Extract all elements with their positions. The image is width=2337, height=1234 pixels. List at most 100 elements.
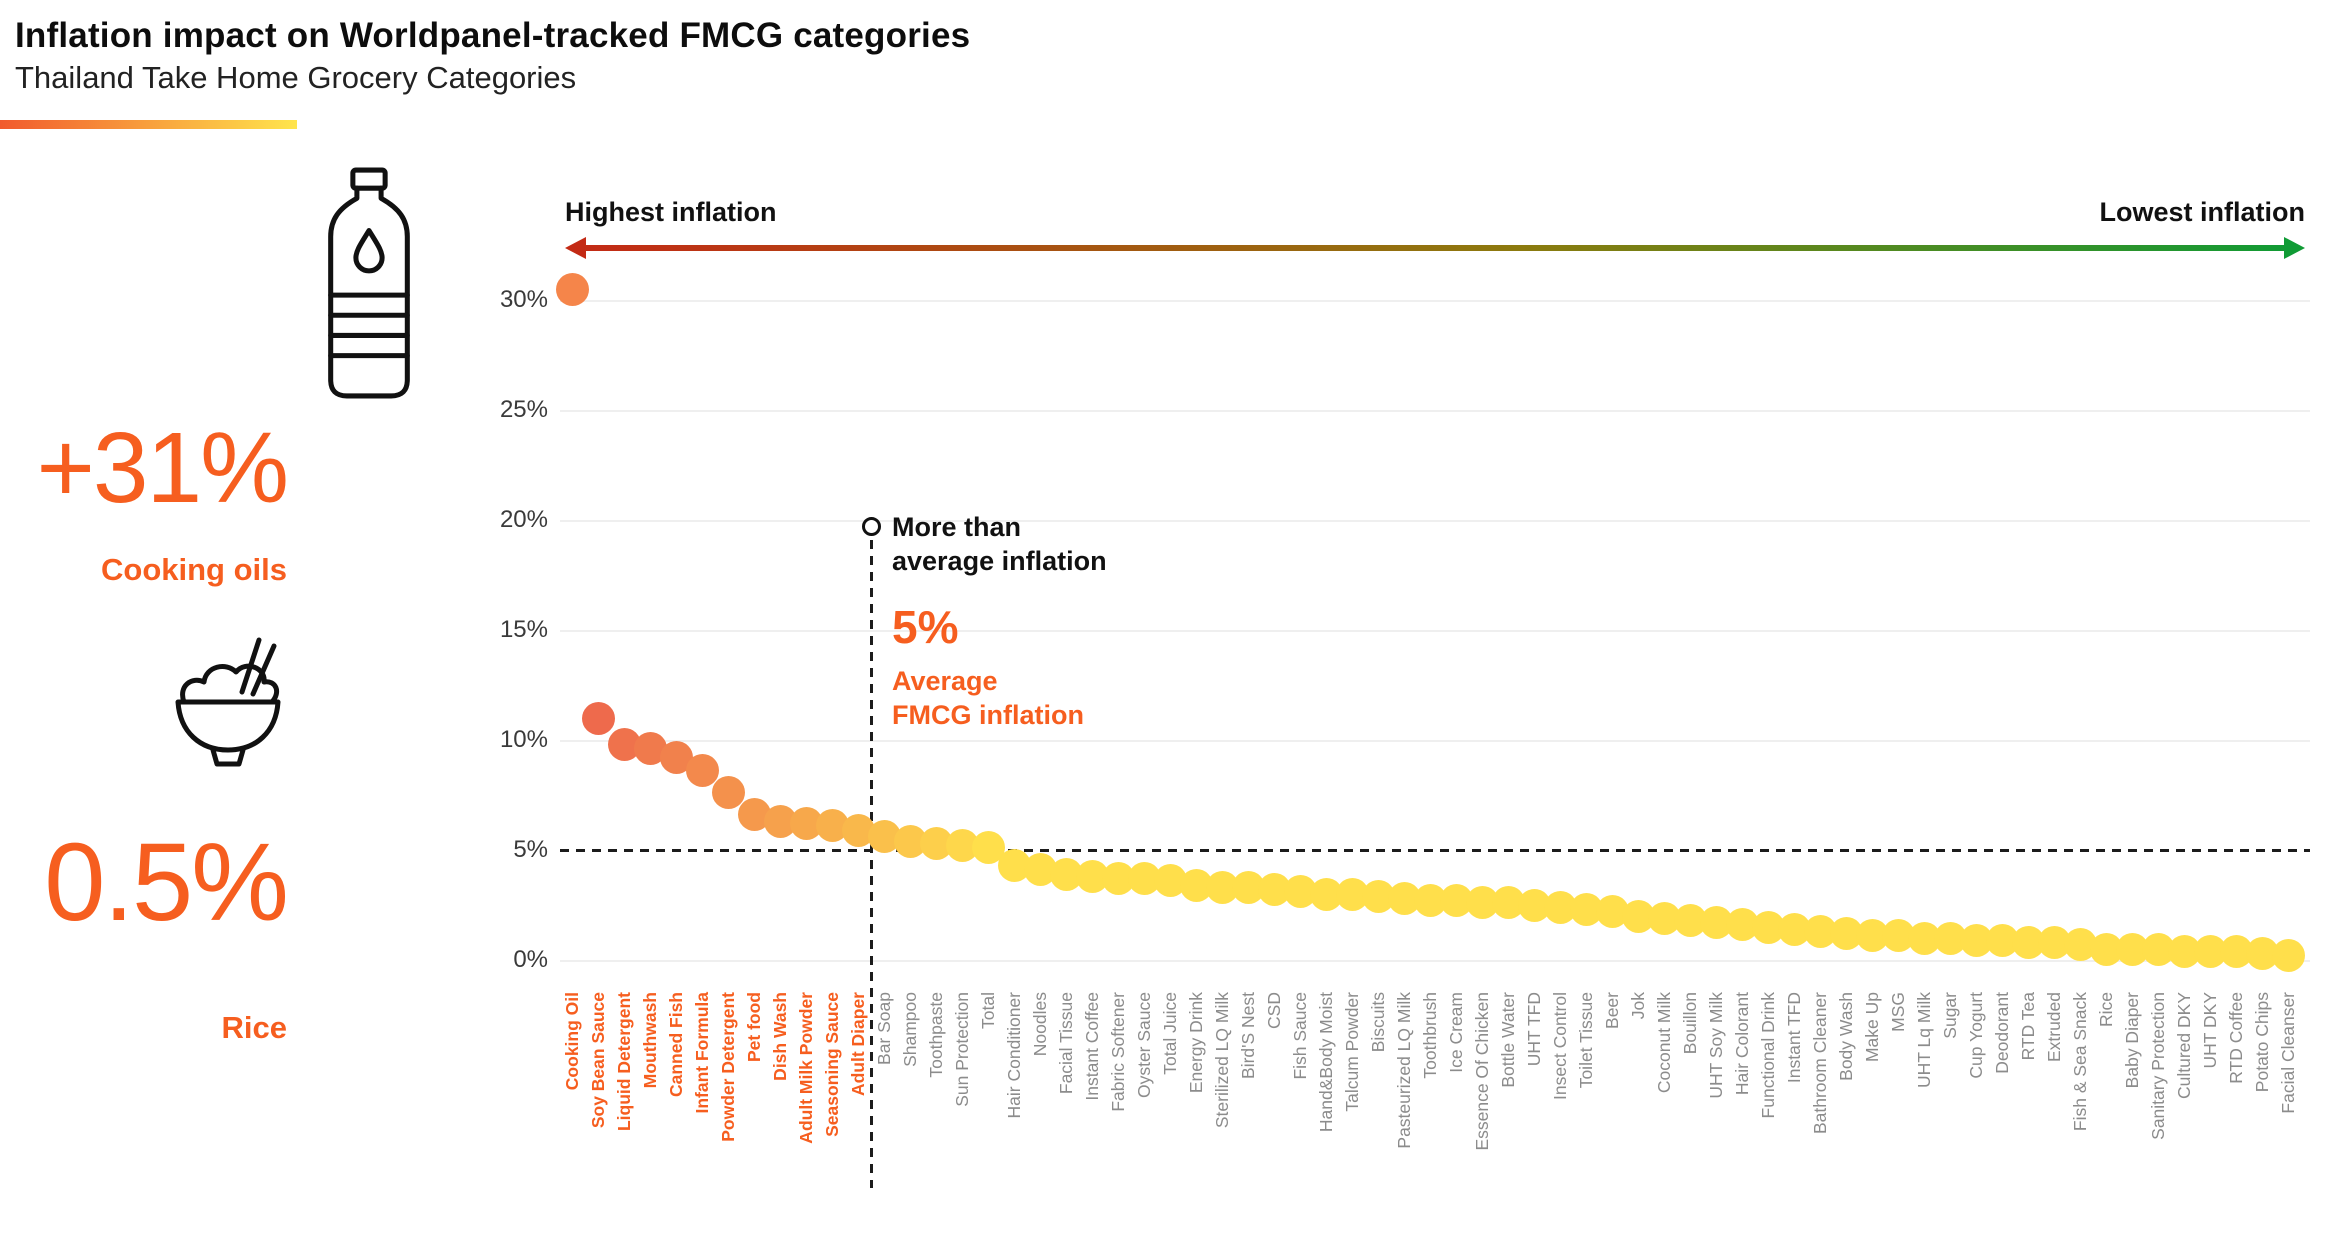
x-axis-label: Hand&Body Moist	[1316, 992, 1336, 1133]
data-point	[555, 272, 589, 306]
gridline	[560, 300, 2310, 302]
average-inflation-label-line-1: Average	[892, 666, 998, 696]
x-axis-label: Bottle Water	[1498, 992, 1518, 1088]
y-axis-tick-label: 25%	[499, 396, 548, 423]
x-axis-label: Talcum Powder	[1342, 992, 1362, 1112]
x-axis-label: RTD Tea	[2018, 992, 2038, 1061]
x-axis-label: Fabric Softener	[1108, 992, 1128, 1112]
x-axis-label: Seasoning Sauce	[822, 992, 842, 1137]
highest-inflation-label: Highest inflation	[565, 197, 777, 227]
x-axis-label: Toothpaste	[926, 992, 946, 1078]
average-inflation-value: 5%	[892, 601, 959, 653]
accent-gradient-bar	[0, 120, 297, 129]
arrow-left-head-icon	[565, 237, 586, 259]
rice-bowl-icon	[175, 637, 281, 767]
x-axis-label: MSG	[1888, 992, 1908, 1032]
x-axis-label: RTD Coffee	[2226, 992, 2246, 1084]
x-axis-label: Sun Protection	[952, 992, 972, 1107]
gridline	[560, 520, 2310, 522]
x-axis-label: Insect Control	[1550, 992, 1570, 1100]
x-axis-label: Bouillon	[1680, 992, 1700, 1055]
x-axis-label: Coconut Milk	[1654, 992, 1674, 1094]
more-than-average-row: More than average inflation	[862, 510, 1107, 578]
data-point	[581, 701, 615, 735]
x-axis-label: Bird'S Nest	[1238, 992, 1258, 1079]
x-axis-label: Make Up	[1862, 992, 1882, 1063]
x-axis-label: Total Juice	[1160, 992, 1180, 1075]
x-axis-label: Potato Chips	[2252, 992, 2272, 1093]
x-axis-label: Pet food	[744, 992, 764, 1062]
x-axis-label: UHT Lq Milk	[1914, 992, 1934, 1088]
average-marker-icon	[862, 517, 881, 536]
rice-value: 0.5%	[44, 821, 289, 944]
x-axis-label: Hair Colorant	[1732, 992, 1752, 1096]
x-axis-label: Pasteurized LQ Milk	[1394, 992, 1414, 1149]
x-axis-label: Instant Coffee	[1082, 992, 1102, 1101]
x-axis-label: Canned Fish	[666, 992, 686, 1098]
x-axis-label: Noodles	[1030, 992, 1050, 1057]
arrow-gradient-line	[578, 245, 2292, 251]
data-point	[711, 776, 745, 810]
average-annotation: More than average inflation 5% Average F…	[862, 510, 1107, 732]
x-axis-label: Instant TFD	[1784, 992, 1804, 1084]
y-axis-tick-label: 15%	[499, 616, 548, 643]
gridline	[560, 960, 2310, 962]
above-average-divider	[870, 540, 873, 1188]
x-axis-label: Sterilized LQ Milk	[1212, 992, 1232, 1129]
x-axis-label: Baby Diaper	[2122, 992, 2142, 1089]
cooking-oil-label: Cooking oils	[101, 552, 287, 587]
x-axis-label: Cup Yogurt	[1966, 992, 1986, 1079]
x-axis-label: Sugar	[1940, 992, 1960, 1039]
x-axis-label: Energy Drink	[1186, 992, 1206, 1094]
y-axis-tick-label: 5%	[513, 836, 548, 863]
x-axis-label: Cultured DKY	[2174, 992, 2194, 1099]
x-axis-label: Liquid Detergent	[614, 992, 634, 1132]
x-axis-label: UHT Soy Milk	[1706, 992, 1726, 1099]
y-axis-tick-label: 20%	[499, 506, 548, 533]
x-axis-label: Toothbrush	[1420, 992, 1440, 1079]
x-axis-label: Adult Milk Powder	[796, 992, 816, 1144]
x-axis-label: Oyster Sauce	[1134, 992, 1154, 1099]
x-axis-label: Functional Drink	[1758, 992, 1778, 1119]
x-axis-label: Sanitary Protection	[2148, 992, 2168, 1140]
more-than-average-label: More than average inflation	[892, 510, 1107, 578]
more-than-average-line-2: average inflation	[892, 546, 1107, 576]
x-axis-label: Total	[978, 992, 998, 1029]
x-axis-label: UHT DKY	[2200, 992, 2220, 1069]
x-axis-label: CSD	[1264, 992, 1284, 1029]
average-dashed-line	[560, 849, 2310, 852]
x-axis-label: Facial Tissue	[1056, 992, 1076, 1095]
x-axis-label: Fish Sauce	[1290, 992, 1310, 1080]
x-axis-label: Shampoo	[900, 992, 920, 1067]
y-axis-tick-label: 10%	[499, 726, 548, 753]
x-axis-label: Rice	[2096, 992, 2116, 1028]
x-axis-label: Deodorant	[1992, 992, 2012, 1074]
cooking-oil-value: +31%	[36, 412, 289, 524]
gridline	[560, 630, 2310, 632]
x-axis-label: Bar Soap	[874, 992, 894, 1065]
x-axis-label: Hair Conditioner	[1004, 992, 1024, 1119]
x-axis-label: Mouthwash	[640, 992, 660, 1089]
average-inflation-label: Average FMCG inflation	[892, 664, 1107, 732]
data-point	[2271, 939, 2305, 973]
x-axis-label: Infant Formula	[692, 992, 712, 1114]
arrow-right-head-icon	[2284, 237, 2305, 259]
x-axis-label: Beer	[1602, 992, 1622, 1029]
average-inflation-label-line-2: FMCG inflation	[892, 700, 1084, 730]
y-axis-tick-label: 30%	[499, 286, 548, 313]
x-axis-label: Cooking Oil	[562, 992, 582, 1091]
rice-label: Rice	[221, 1010, 287, 1045]
gridline	[560, 410, 2310, 412]
x-axis-label: Bathroom Cleaner	[1810, 992, 1830, 1135]
page-subtitle: Thailand Take Home Grocery Categories	[15, 60, 577, 95]
x-axis-label: Biscuits	[1368, 992, 1388, 1053]
x-axis-label: Essence Of Chicken	[1472, 992, 1492, 1151]
oil-bottle-icon	[328, 167, 410, 399]
x-axis-label: Facial Cleanser	[2278, 992, 2298, 1114]
inflation-direction-arrow	[565, 237, 2305, 259]
x-axis-label: Dish Wash	[770, 992, 790, 1081]
x-axis-label: Jok	[1628, 992, 1648, 1020]
data-point	[685, 754, 719, 788]
